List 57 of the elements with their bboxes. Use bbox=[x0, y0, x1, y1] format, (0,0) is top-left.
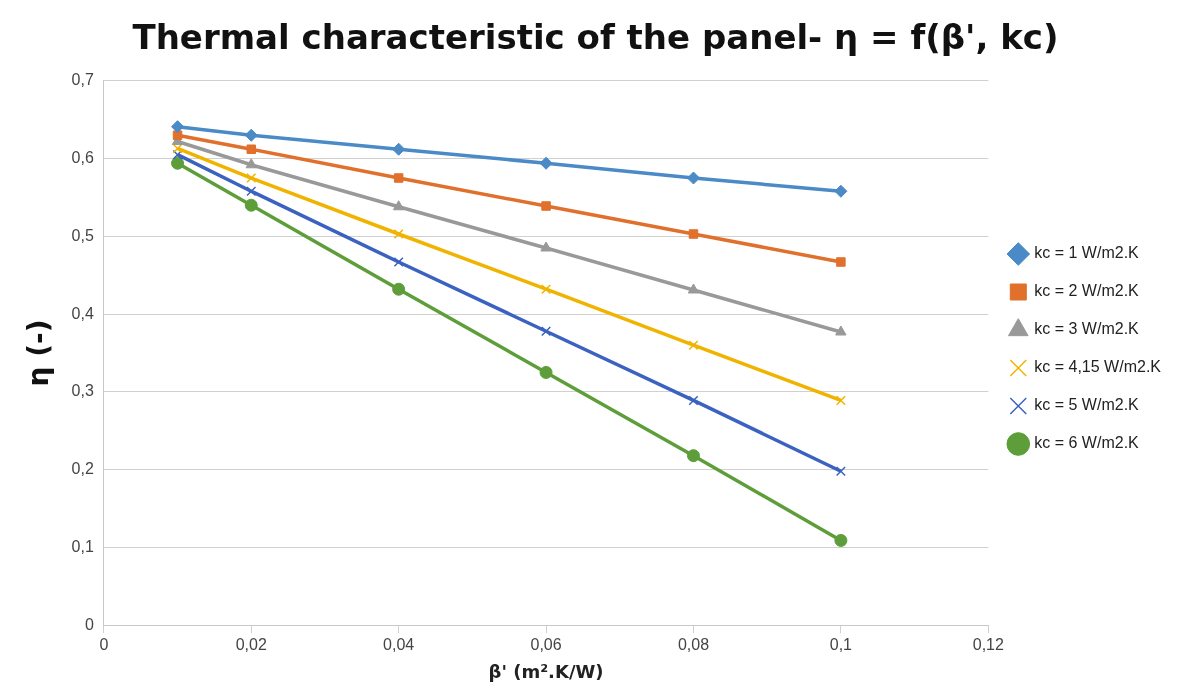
point bbox=[688, 340, 699, 351]
y-axis-title: η (-) bbox=[22, 319, 56, 387]
point bbox=[244, 128, 258, 142]
point bbox=[171, 120, 185, 134]
point bbox=[834, 533, 848, 547]
y-tick-label: 0,1 bbox=[71, 537, 94, 555]
point bbox=[541, 201, 551, 211]
x-axis-title: β' (m².K/W) bbox=[488, 660, 604, 682]
legend-label: kc = 2 W/m2.K bbox=[1034, 282, 1140, 300]
point bbox=[246, 173, 257, 184]
y-tick-label: 0,6 bbox=[71, 148, 94, 166]
point bbox=[246, 144, 256, 154]
point bbox=[172, 149, 183, 160]
point bbox=[246, 186, 257, 197]
point bbox=[392, 142, 406, 156]
point bbox=[687, 283, 700, 294]
point bbox=[541, 326, 552, 337]
y-tick-label: 0 bbox=[84, 615, 94, 633]
legend-label: kc = 5 W/m2.K bbox=[1034, 396, 1140, 414]
y-tick-label: 0,7 bbox=[71, 71, 94, 89]
point bbox=[392, 282, 406, 296]
legend-label: kc = 3 W/m2.K bbox=[1034, 320, 1140, 338]
point bbox=[393, 257, 404, 267]
legend-label: kc = 4,15 W/m2.K bbox=[1034, 358, 1162, 376]
point bbox=[688, 229, 699, 239]
x-tick-label: 0,06 bbox=[530, 636, 562, 654]
point bbox=[834, 184, 848, 198]
point bbox=[835, 466, 846, 477]
point bbox=[835, 395, 846, 406]
point bbox=[540, 241, 552, 252]
x-tick-label: 0,1 bbox=[829, 636, 853, 654]
point bbox=[393, 173, 404, 183]
y-tick-label: 0,4 bbox=[71, 304, 94, 322]
point bbox=[539, 156, 553, 170]
y-tick-label: 0,3 bbox=[71, 382, 94, 400]
point bbox=[686, 449, 700, 463]
x-tick-label: 0 bbox=[99, 636, 109, 654]
y-tick-label: 0,2 bbox=[71, 460, 94, 478]
point bbox=[393, 229, 404, 239]
point bbox=[688, 395, 699, 406]
chart-title: Thermal characteristic of the panel- η = f(β', kc) bbox=[132, 17, 1059, 58]
point bbox=[835, 325, 847, 336]
point bbox=[836, 257, 846, 267]
point bbox=[245, 158, 257, 169]
x-tick-label: 0,12 bbox=[972, 636, 1004, 654]
x-tick-label: 0,04 bbox=[383, 636, 415, 654]
point bbox=[541, 284, 552, 295]
y-tick-label: 0,5 bbox=[71, 226, 94, 244]
point bbox=[686, 171, 700, 185]
point bbox=[392, 200, 405, 211]
legend-label: kc = 1 W/m2.K bbox=[1034, 244, 1140, 262]
x-tick-label: 0,02 bbox=[235, 636, 267, 654]
point bbox=[539, 365, 553, 379]
x-tick-label: 0,08 bbox=[677, 636, 710, 654]
point bbox=[244, 198, 258, 212]
legend-label: kc = 6 W/m2.K bbox=[1034, 434, 1140, 452]
point bbox=[171, 156, 185, 170]
